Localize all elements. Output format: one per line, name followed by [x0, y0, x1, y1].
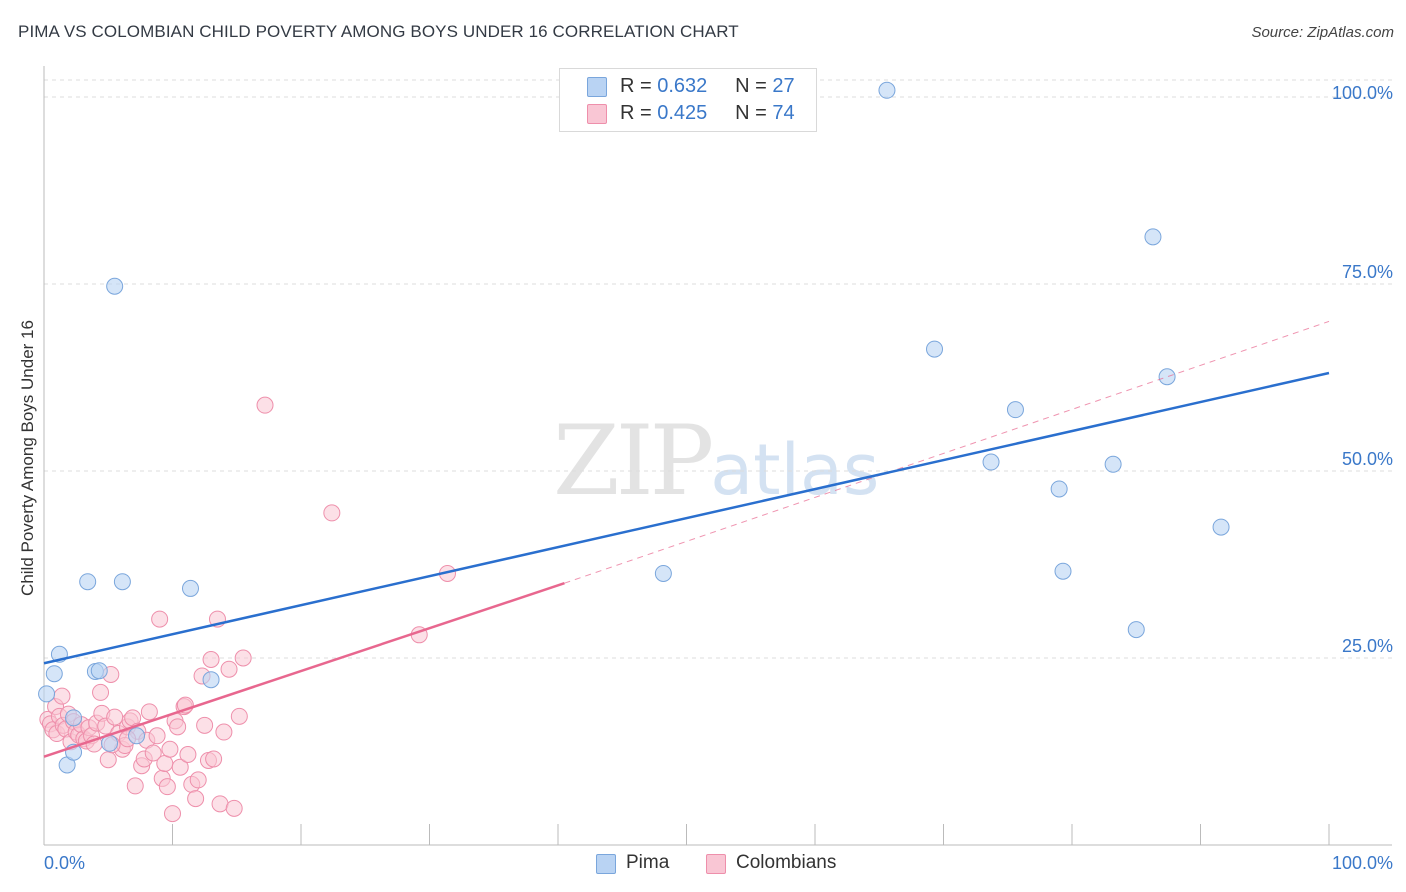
pima-point [982, 453, 1000, 471]
pima-point [1006, 401, 1024, 419]
colombians-point [179, 745, 197, 763]
legend-pima-r-value: 0.632 [657, 75, 708, 97]
pima-point [181, 579, 199, 597]
legend-pima-n-label: N = [735, 75, 767, 97]
chart-title: PIMA VS COLOMBIAN CHILD POVERTY AMONG BO… [18, 22, 739, 41]
watermark: ZIPatlas [553, 405, 879, 517]
pima-point [926, 340, 944, 358]
colombians-point [126, 777, 144, 795]
colombians-point [225, 799, 243, 817]
legend-pima-text: R = 0.632 N = 27 [620, 73, 795, 99]
colombians-point [158, 778, 176, 796]
pima-point [1144, 228, 1162, 246]
pima-point [79, 573, 97, 591]
colombians-point [161, 740, 179, 758]
pima-point [106, 277, 124, 295]
colombians-point [164, 805, 181, 823]
legend-colombians-n-value: 74 [772, 102, 795, 124]
colombians-point [211, 795, 229, 813]
pima-point [38, 685, 56, 703]
colombians-point [140, 703, 158, 721]
colombians-point [189, 771, 207, 789]
y-tick-label-100: 100.0% [1332, 83, 1393, 103]
correlation-legend: R = 0.632 N = 27 R = 0.425 N = 74 [559, 68, 817, 132]
legend-pima-r-label: R = [620, 75, 652, 97]
colombians-trend-extension [564, 320, 1330, 584]
colombians-point [156, 754, 174, 772]
colombians-point [92, 683, 110, 701]
pima-legend-icon [596, 854, 616, 874]
y-tick-label-75: 75.0% [1342, 262, 1393, 282]
legend-colombians-text: R = 0.425 N = 74 [620, 100, 795, 126]
bottom-legend-colombians-label: Colombians [736, 852, 837, 873]
colombians-point [256, 396, 274, 414]
pima-point [1050, 480, 1068, 498]
legend-pima-n-value: 27 [772, 75, 795, 97]
pima-point [1212, 518, 1230, 536]
watermark-atlas: atlas [710, 429, 880, 511]
pima-point [1054, 562, 1072, 580]
legend-colombians-r-label: R = [620, 102, 652, 124]
colombians-point [99, 751, 117, 769]
x-tick-label-100: 100.0% [1332, 853, 1393, 873]
colombians-point [148, 727, 166, 745]
legend-colombians-r-value: 0.425 [657, 102, 708, 124]
pima-point [654, 564, 672, 582]
colombians-point [215, 723, 233, 741]
colombians-point [196, 716, 214, 734]
colombians-point [205, 750, 223, 768]
y-tick-label-25: 25.0% [1342, 636, 1393, 656]
colombians-point [234, 649, 252, 667]
x-tick-label-0: 0.0% [44, 853, 85, 873]
pima-point [1104, 455, 1122, 473]
colombians-point [171, 758, 189, 776]
pima-point [1158, 368, 1176, 386]
colombians-point [53, 687, 71, 705]
colombians-swatch-icon [587, 104, 607, 124]
colombians-legend-icon [706, 854, 726, 874]
pima-swatch-icon [587, 77, 607, 97]
colombians-point [144, 744, 162, 762]
watermark-zip: ZIP [553, 405, 714, 517]
pima-point [1127, 621, 1145, 639]
pima-point [45, 665, 63, 683]
pima-trend-line [43, 371, 1330, 665]
colombians-trend-line [43, 582, 565, 758]
legend-colombians-n-label: N = [735, 102, 767, 124]
pima-point [878, 81, 896, 99]
colombians-point [220, 660, 238, 678]
source-credit: Source: ZipAtlas.com [1251, 24, 1394, 41]
pima-point [113, 573, 131, 591]
colombians-point [169, 718, 187, 736]
y-tick-label-50: 50.0% [1342, 449, 1393, 469]
colombians-point [323, 504, 341, 522]
colombians-point [151, 610, 169, 628]
colombians-point [187, 790, 205, 808]
bottom-legend-pima-label: Pima [626, 852, 670, 873]
colombians-point [202, 650, 220, 668]
pima-point [90, 662, 108, 680]
colombians-point [230, 707, 248, 725]
pima-point [128, 727, 146, 745]
pima-point [202, 671, 220, 689]
pima-point [65, 709, 83, 727]
